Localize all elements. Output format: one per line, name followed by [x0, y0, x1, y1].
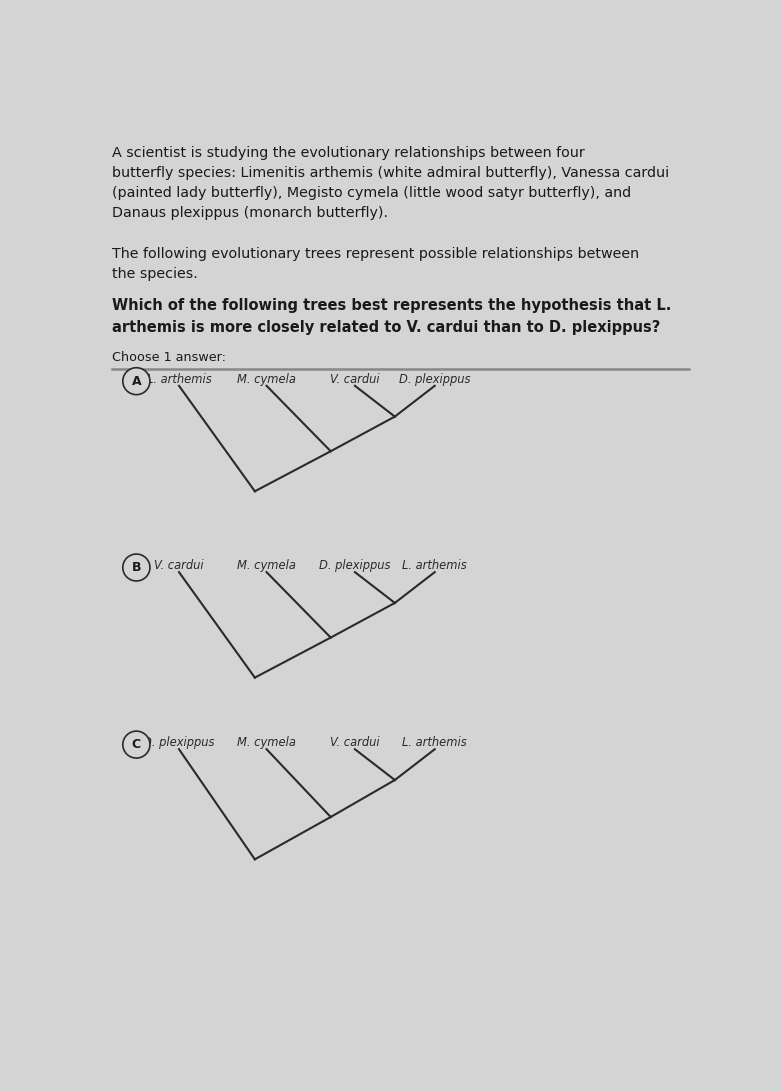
- Circle shape: [123, 368, 150, 395]
- Text: A: A: [131, 374, 141, 387]
- Text: D. plexippus: D. plexippus: [143, 736, 215, 750]
- Text: M. cymela: M. cymela: [237, 373, 296, 386]
- Text: Choose 1 answer:: Choose 1 answer:: [112, 351, 226, 364]
- Text: V. cardui: V. cardui: [154, 559, 204, 572]
- Text: V. cardui: V. cardui: [330, 736, 380, 750]
- Text: C: C: [132, 739, 141, 751]
- Circle shape: [123, 554, 150, 582]
- Text: A scientist is studying the evolutionary relationships between four
butterfly sp: A scientist is studying the evolutionary…: [112, 145, 669, 219]
- Text: Which of the following trees best represents the hypothesis that L.
arthemis is : Which of the following trees best repres…: [112, 298, 671, 335]
- Text: L. arthemis: L. arthemis: [402, 736, 467, 750]
- Text: D. plexippus: D. plexippus: [319, 559, 390, 572]
- Text: L. arthemis: L. arthemis: [402, 559, 467, 572]
- Text: B: B: [132, 561, 141, 574]
- Text: M. cymela: M. cymela: [237, 559, 296, 572]
- Text: V. cardui: V. cardui: [330, 373, 380, 386]
- Text: L. arthemis: L. arthemis: [147, 373, 212, 386]
- Text: M. cymela: M. cymela: [237, 736, 296, 750]
- Circle shape: [123, 731, 150, 758]
- Text: The following evolutionary trees represent possible relationships between
the sp: The following evolutionary trees represe…: [112, 248, 639, 281]
- Text: D. plexippus: D. plexippus: [399, 373, 470, 386]
